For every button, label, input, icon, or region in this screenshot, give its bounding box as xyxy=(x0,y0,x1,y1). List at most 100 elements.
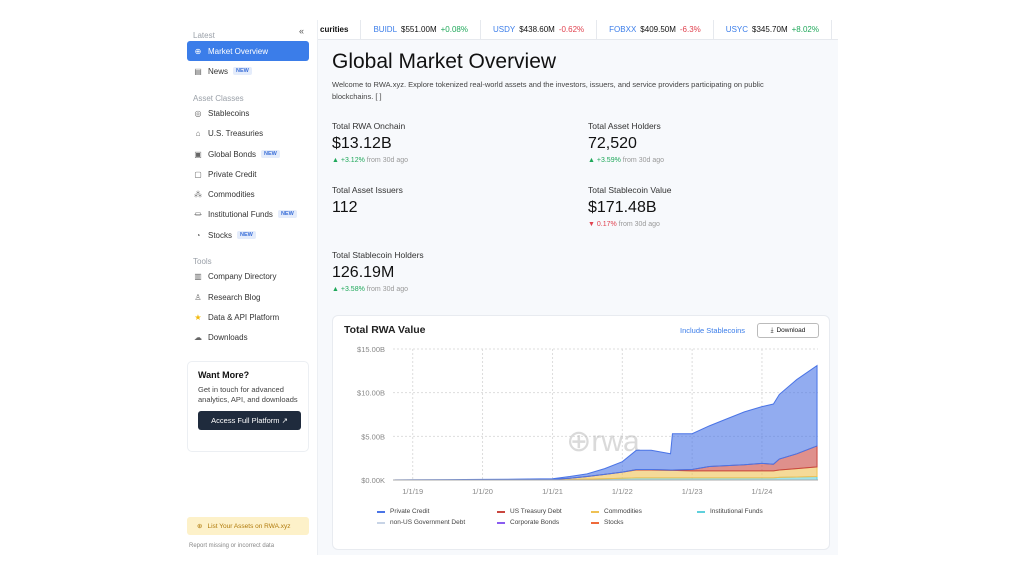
ticker-item[interactable]: USYC $345.70M +8.02% xyxy=(714,20,832,39)
download-button[interactable]: ⤓ Download xyxy=(757,323,819,338)
sidebar-item-label: Company Directory xyxy=(208,271,277,281)
download-icon: ⤓ xyxy=(770,326,774,334)
ticker-symbol: USDY xyxy=(492,25,516,34)
ticker-item[interactable]: USDY $438.60M -0.62% xyxy=(481,20,598,39)
sidebar-item-company-directory[interactable]: ▥ Company Directory xyxy=(187,266,309,286)
chart-title: Total RWA Value xyxy=(344,324,426,336)
sidebar-item-label: Stocks xyxy=(208,230,233,240)
sidebar-item-u-s-treasuries[interactable]: ⌂ U.S. Treasuries xyxy=(187,123,309,143)
legend-label: Private Credit xyxy=(390,508,430,515)
ticker-change: -6.3% xyxy=(679,25,701,34)
promo-card: Want More? Get in touch for advanced ana… xyxy=(187,361,309,452)
sidebar-item-label: Market Overview xyxy=(208,46,269,56)
list-assets-label: List Your Assets on RWA.xyz xyxy=(207,522,291,530)
sidebar-item-stablecoins[interactable]: ◎ Stablecoins xyxy=(187,103,309,123)
page-title: Global Market Overview xyxy=(332,50,557,73)
stat-change-suffix: from 30d ago xyxy=(620,157,665,164)
ticker-change: +8.02% xyxy=(791,25,819,34)
ticker-value: $409.50M xyxy=(640,25,676,34)
stat-value: 72,520 xyxy=(588,135,637,152)
cloud-download-icon: ☁ xyxy=(194,332,202,342)
stat-total-stablecoin-holders: Total Stablecoin Holders 126.19M ▲ +3.58% … xyxy=(332,250,424,293)
y-tick-label: $0.00K xyxy=(361,476,385,485)
sidebar-item-data-api-platform[interactable]: ★ Data & API Platform xyxy=(187,307,309,327)
stat-change-suffix: from 30d ago xyxy=(616,221,660,228)
legend-label: Commodities xyxy=(604,508,642,515)
ticker-symbol: USYC xyxy=(725,25,749,34)
sidebar-item-research-blog[interactable]: ♙ Research Blog xyxy=(187,287,309,307)
legend-label: Institutional Funds xyxy=(710,508,763,515)
legend-label: non-US Government Debt xyxy=(390,519,466,526)
ticker-item[interactable]: BUIDL $551.00M +0.08% xyxy=(361,20,481,39)
main-content: curities BUIDL $551.00M +0.08% USDY $438.60M… xyxy=(318,20,838,555)
ticker-symbol: FOBXX xyxy=(609,25,637,34)
bank-icon: ⌂ xyxy=(195,128,201,138)
ticker-change: +0.08% xyxy=(440,25,468,34)
sidebar-item-commodities[interactable]: ⁂ Commodities xyxy=(187,184,309,204)
pie-chart-icon: ◔ xyxy=(195,230,201,240)
new-badge: NEW xyxy=(237,231,256,239)
newspaper-icon: ▤ xyxy=(194,66,202,76)
include-stablecoins-toggle[interactable]: Include Stablecoins xyxy=(680,326,746,335)
sidebar-item-global-bonds[interactable]: ▣ Global Bonds NEW xyxy=(187,144,309,164)
ticker-item[interactable]: FOBXX $409.50M -6.3% xyxy=(597,20,714,39)
report-link[interactable]: Report missing or incorrect data xyxy=(189,543,275,549)
legend-item[interactable]: Private Credit xyxy=(377,508,429,515)
legend-label: US Treasury Debt xyxy=(510,508,562,515)
sidebar-item-stocks[interactable]: ◔ Stocks NEW xyxy=(187,225,309,245)
app: « Latest Asset Classes Tools ⊕ Market Ove… xyxy=(185,20,838,555)
access-full-platform-button[interactable]: Access Full Platform ↗ xyxy=(198,411,301,431)
legend-swatch xyxy=(497,521,505,524)
y-tick-label: $5.00B xyxy=(361,432,385,441)
sidebar-item-label: Commodities xyxy=(208,189,255,199)
legend-swatch xyxy=(591,510,599,513)
stat-label: Total RWA Onchain xyxy=(332,121,406,131)
star-icon: ★ xyxy=(194,312,202,322)
sidebar-item-news[interactable]: ▤ News NEW xyxy=(187,61,309,81)
x-tick-label: 1/1/23 xyxy=(682,487,703,496)
stat-change: ▲ +3.12% from 30d ago xyxy=(332,157,408,164)
legend-item[interactable]: Institutional Funds xyxy=(697,508,763,515)
page-description: Welcome to RWA.xyz. Explore tokenized re… xyxy=(332,80,764,101)
sidebar-item-label: Data & API Platform xyxy=(208,312,280,322)
sidebar-item-market-overview[interactable]: ⊕ Market Overview xyxy=(187,41,309,61)
stat-change-suffix: from 30d ago xyxy=(364,286,409,293)
sidebar-item-institutional-funds[interactable]: ⏛ Institutional Funds NEW xyxy=(187,204,309,224)
y-tick-label: $15.00B xyxy=(357,345,385,354)
legend-swatch xyxy=(591,521,599,524)
stat-change-value: ▲ +3.12% xyxy=(332,157,365,164)
coins-icon: ◎ xyxy=(194,108,202,118)
new-badge: NEW xyxy=(233,67,252,75)
stat-total-stablecoin-value: Total Stablecoin Value $171.48B ▼ 0.17% fr… xyxy=(588,185,671,228)
ticker-value: $438.60M xyxy=(519,25,555,34)
legend-item[interactable]: non-US Government Debt xyxy=(377,519,465,526)
ticker-value: $345.70M xyxy=(752,25,788,34)
stat-label: Total Stablecoin Value xyxy=(588,185,672,195)
stat-change-value: ▲ +3.59% xyxy=(588,157,621,164)
stat-value: 126.19M xyxy=(332,264,395,281)
collapse-sidebar-icon[interactable]: « xyxy=(299,26,305,36)
stat-total-rwa-onchain: Total RWA Onchain $13.12B ▲ +3.12% from 30… xyxy=(332,121,408,164)
building-icon: ▥ xyxy=(194,271,202,281)
x-tick-label: 1/1/20 xyxy=(472,487,493,496)
x-tick-label: 1/1/19 xyxy=(402,487,423,496)
legend-item[interactable]: Stocks xyxy=(591,519,624,526)
stat-label: Total Asset Holders xyxy=(588,121,661,131)
sidebar-item-private-credit[interactable]: ▢ Private Credit xyxy=(187,164,309,184)
stat-change-suffix: from 30d ago xyxy=(364,157,409,164)
sidebar-item-label: Private Credit xyxy=(208,169,257,179)
chart-card: $0.00K $5.00B $10.00B $15.00B 1/1/19 1/1/20 1/… xyxy=(332,315,830,550)
legend-item[interactable]: Corporate Bonds xyxy=(497,519,559,526)
legend-swatch xyxy=(497,510,505,513)
commodities-icon: ⁂ xyxy=(194,189,202,199)
legend-item[interactable]: Commodities xyxy=(591,508,642,515)
ticker-bar: curities BUIDL $551.00M +0.08% USDY $438.60M… xyxy=(318,20,838,40)
legend-item[interactable]: US Treasury Debt xyxy=(497,508,562,515)
promo-title: Want More? xyxy=(198,370,250,380)
stat-value: 112 xyxy=(332,199,358,216)
list-assets-link[interactable]: ⊕ List Your Assets on RWA.xyz xyxy=(187,517,309,535)
sidebar-item-downloads[interactable]: ☁ Downloads xyxy=(187,327,309,347)
total-rwa-chart: $0.00K $5.00B $10.00B $15.00B 1/1/19 1/1/20 1/… xyxy=(357,345,818,496)
x-tick-label: 1/1/21 xyxy=(542,487,563,496)
ticker-item[interactable]: OUSG$ xyxy=(832,20,838,39)
